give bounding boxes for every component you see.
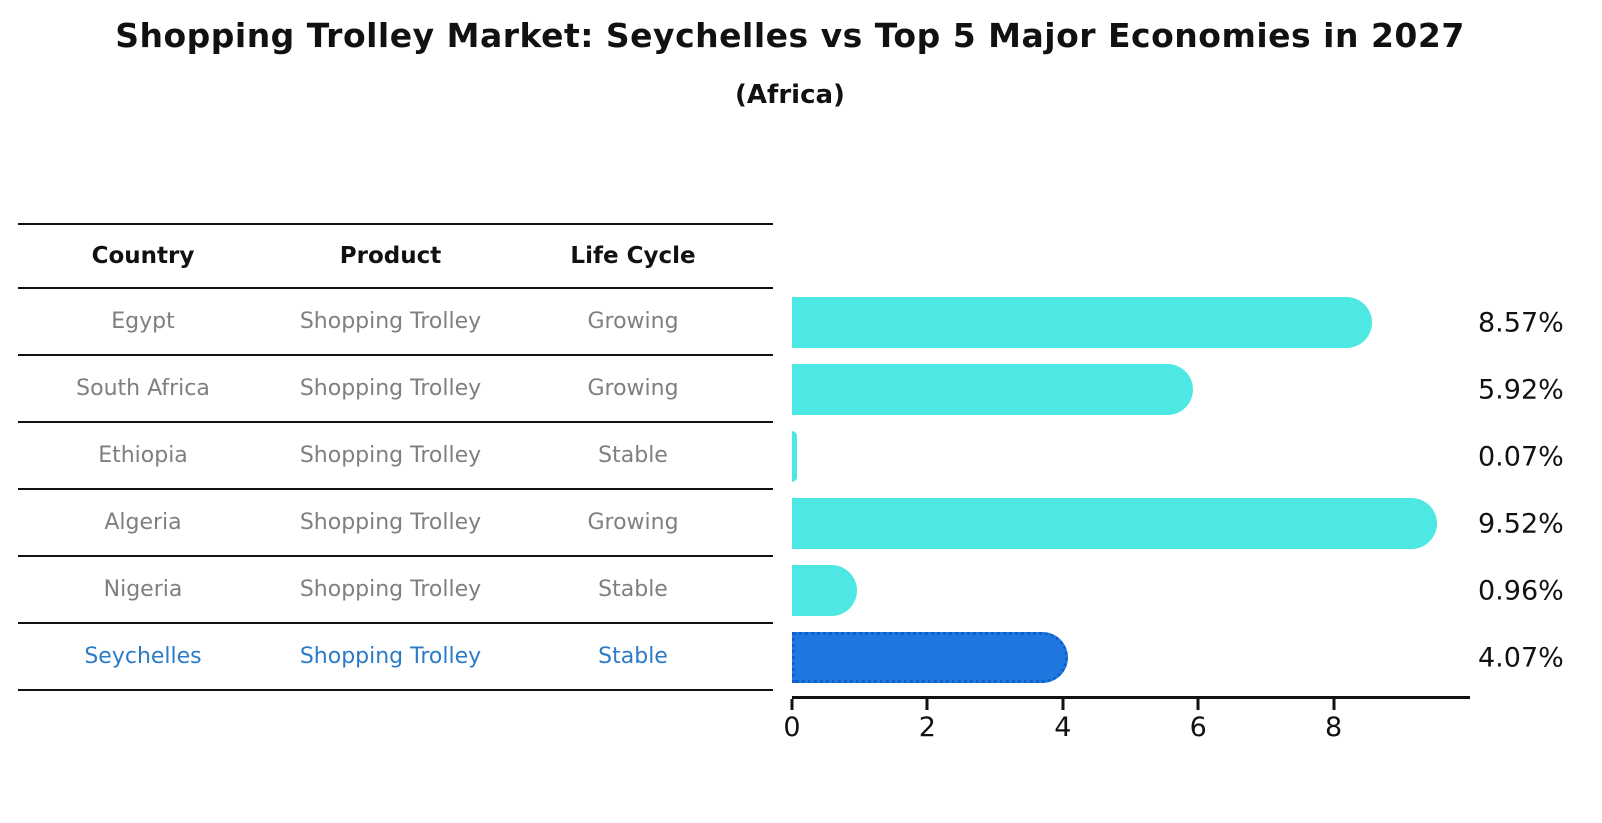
table-header-country: Country [91, 243, 195, 269]
life-cycle-cell: Growing [587, 376, 679, 401]
bar [792, 498, 1437, 549]
table-row: Egypt Shopping Trolley Growing [18, 289, 773, 356]
bar [792, 297, 1373, 348]
page-subtitle: (Africa) [735, 80, 845, 110]
product-cell: Shopping Trolley [299, 577, 482, 602]
bar-row: 5.92% [792, 356, 1602, 423]
country-cell: Algeria [104, 510, 182, 535]
product-cell: Shopping Trolley [299, 443, 482, 468]
bar-row: 8.57% [792, 289, 1602, 356]
bar [792, 632, 1068, 683]
x-tick-label: 4 [1054, 712, 1072, 743]
life-cycle-cell: Growing [587, 510, 679, 535]
x-axis [792, 696, 1470, 699]
bar-value-label: 9.52% [1478, 508, 1564, 539]
country-cell: Ethiopia [98, 443, 188, 468]
x-tick [1196, 699, 1200, 710]
product-cell: Shopping Trolley [299, 376, 482, 401]
bar-row: 4.07% [792, 624, 1602, 691]
bar-value-label: 8.57% [1478, 307, 1564, 338]
x-tick [1332, 699, 1336, 710]
country-cell: South Africa [76, 376, 210, 401]
table-row: Seychelles Shopping Trolley Stable [18, 624, 773, 691]
table-row: South Africa Shopping Trolley Growing [18, 356, 773, 423]
bar-value-label: 0.07% [1478, 441, 1564, 472]
table-header-life-cycle: Life Cycle [570, 243, 696, 269]
country-cell: Nigeria [103, 577, 183, 602]
country-cell: Seychelles [84, 644, 202, 669]
product-cell: Shopping Trolley [299, 644, 482, 669]
bar [792, 565, 857, 616]
bar-value-label: 0.96% [1478, 575, 1564, 606]
table-row: Ethiopia Shopping Trolley Stable [18, 423, 773, 490]
page-title: Shopping Trolley Market: Seychelles vs T… [115, 16, 1465, 55]
comparison-table: Country Product Life Cycle Egypt Shoppin… [18, 223, 773, 691]
bar-value-label: 5.92% [1478, 374, 1564, 405]
bar-chart: 8.57% 5.92% 0.07% 9.52% 0.96% 4.07% [792, 289, 1602, 691]
table-row: Nigeria Shopping Trolley Stable [18, 557, 773, 624]
country-cell: Egypt [111, 309, 175, 334]
bar [792, 431, 797, 482]
table-row: Algeria Shopping Trolley Growing [18, 490, 773, 557]
x-tick [1061, 699, 1065, 710]
x-tick-label: 0 [783, 712, 801, 743]
x-tick-label: 8 [1325, 712, 1343, 743]
x-tick-label: 6 [1189, 712, 1207, 743]
life-cycle-cell: Stable [598, 443, 668, 468]
x-tick-label: 2 [918, 712, 936, 743]
x-tick [925, 699, 929, 710]
bar [792, 364, 1193, 415]
table-header-product: Product [339, 243, 442, 269]
bar-row: 0.96% [792, 557, 1602, 624]
bar-value-label: 4.07% [1478, 642, 1564, 673]
bar-row: 0.07% [792, 423, 1602, 490]
life-cycle-cell: Growing [587, 309, 679, 334]
product-cell: Shopping Trolley [299, 510, 482, 535]
x-tick [790, 699, 794, 710]
life-cycle-cell: Stable [598, 577, 668, 602]
table-header-row: Country Product Life Cycle [18, 223, 773, 289]
bar-row: 9.52% [792, 490, 1602, 557]
product-cell: Shopping Trolley [299, 309, 482, 334]
life-cycle-cell: Stable [598, 644, 668, 669]
